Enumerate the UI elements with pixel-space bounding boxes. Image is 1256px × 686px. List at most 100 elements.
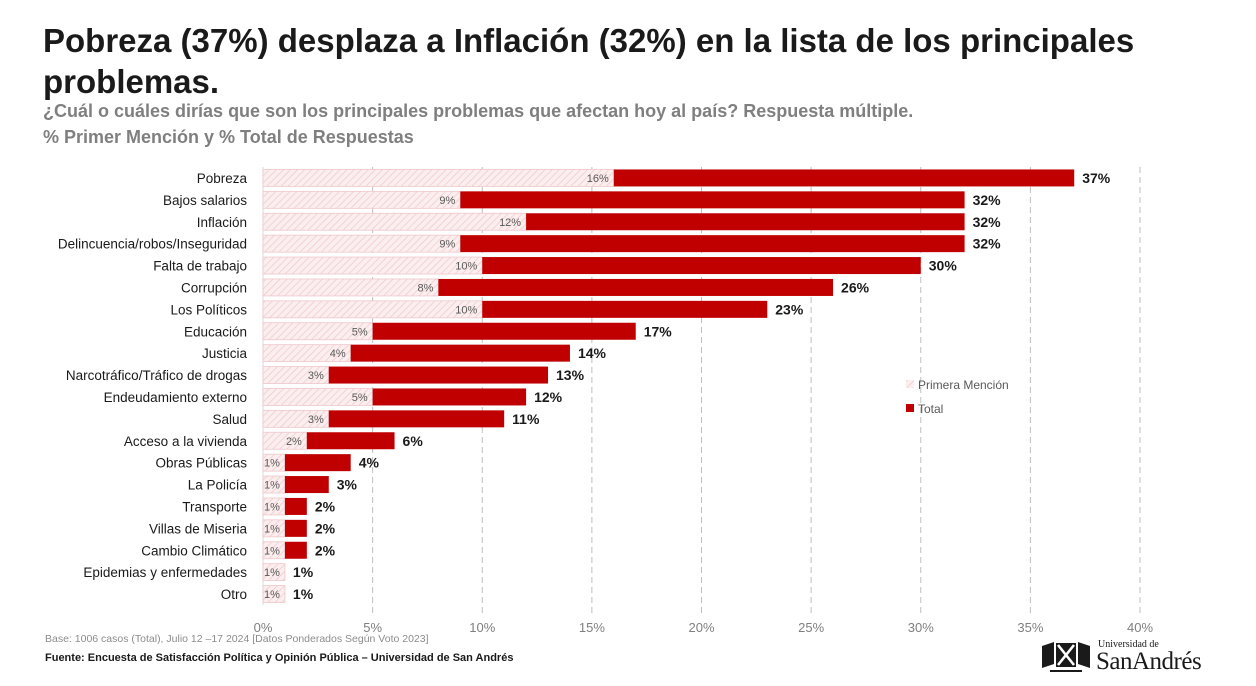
- primera-mencion-label: 3%: [308, 370, 324, 382]
- category-label: Corrupción: [181, 280, 247, 295]
- primera-mencion-label: 1%: [264, 523, 280, 535]
- bar-total: [372, 388, 527, 406]
- bar-primera-mencion: [262, 300, 483, 319]
- total-label: 17%: [644, 323, 673, 339]
- category-label: Transporte: [182, 499, 247, 514]
- category-label: Falta de trabajo: [153, 259, 247, 274]
- logo-top-text: Universidad de: [1098, 639, 1159, 650]
- x-tick-label: 20%: [688, 620, 714, 635]
- bar-total: [284, 519, 307, 537]
- bar-total: [284, 497, 307, 515]
- total-label: 3%: [337, 477, 358, 493]
- primera-mencion-label: 1%: [264, 567, 280, 579]
- total-label: 1%: [293, 586, 314, 602]
- total-label: 1%: [293, 564, 314, 580]
- category-label: Obras Públicas: [155, 456, 247, 471]
- category-label: Pobreza: [197, 171, 248, 186]
- x-tick-label: 0%: [254, 620, 273, 635]
- primera-mencion-label: 1%: [264, 501, 280, 513]
- category-label: Bajos salarios: [163, 193, 247, 208]
- x-tick-label: 10%: [469, 620, 495, 635]
- total-label: 13%: [556, 367, 585, 383]
- bar-total: [613, 169, 1075, 187]
- category-label: Inflación: [197, 215, 247, 230]
- bar-total: [306, 432, 395, 450]
- legend-label: Total: [918, 402, 943, 416]
- category-label: Justicia: [202, 346, 248, 361]
- total-label: 6%: [403, 433, 424, 449]
- primera-mencion-label: 1%: [264, 480, 280, 492]
- total-label: 37%: [1082, 170, 1111, 186]
- total-label: 12%: [534, 389, 563, 405]
- bar-primera-mencion: [262, 169, 615, 187]
- primera-mencion-label: 1%: [264, 545, 280, 557]
- category-label: Los Políticos: [170, 302, 247, 317]
- primera-mencion-label: 10%: [455, 304, 477, 316]
- logo-main-text: SanAndrés: [1096, 648, 1202, 675]
- legend-swatch: [906, 380, 914, 388]
- primera-mencion-label: 8%: [417, 282, 433, 294]
- primera-mencion-label: 9%: [439, 239, 455, 251]
- category-label: Epidemias y enfermedades: [83, 565, 247, 580]
- primera-mencion-label: 1%: [264, 589, 280, 601]
- university-logo: Universidad de SanAndrés: [1040, 636, 1230, 678]
- total-label: 2%: [315, 520, 336, 536]
- bar-primera-mencion: [262, 278, 439, 297]
- bar-total: [328, 410, 505, 428]
- crest-icon: [1042, 642, 1090, 672]
- bar-primera-mencion: [262, 585, 286, 603]
- bar-total: [284, 454, 351, 472]
- category-label: Endeudamiento externo: [104, 390, 247, 405]
- bar-total: [460, 191, 965, 209]
- total-label: 2%: [315, 498, 336, 514]
- labels: 0% 5% 10% 15% 20% 25% 30% 35% 40% Pobreza 16% 37% Ba…: [58, 170, 1154, 635]
- total-label: 14%: [578, 345, 607, 361]
- primera-mencion-label: 9%: [439, 195, 455, 207]
- category-label: Delincuencia/robos/Inseguridad: [58, 237, 247, 252]
- total-label: 4%: [359, 455, 380, 471]
- primera-mencion-label: 12%: [499, 217, 521, 229]
- total-label: 26%: [841, 279, 870, 295]
- measure-subtitle: % Primer Mención y % Total de Respuestas: [43, 127, 414, 147]
- bar-total: [284, 541, 307, 559]
- total-label: 32%: [973, 236, 1002, 252]
- primera-mencion-label: 3%: [308, 414, 324, 426]
- category-label: La Policía: [188, 478, 248, 493]
- bar-primera-mencion: [262, 212, 527, 231]
- bar-total: [284, 476, 329, 494]
- bar-primera-mencion: [262, 256, 483, 275]
- primera-mencion-label: 1%: [264, 458, 280, 470]
- bar-total: [482, 257, 921, 275]
- total-label: 32%: [973, 214, 1002, 230]
- category-label: Villas de Miseria: [149, 521, 248, 536]
- bar-primera-mencion: [262, 190, 461, 209]
- primera-mencion-label: 5%: [352, 392, 368, 404]
- primera-mencion-label: 16%: [587, 173, 609, 185]
- bar-total: [482, 300, 768, 318]
- total-label: 11%: [512, 411, 540, 427]
- x-tick-label: 15%: [579, 620, 605, 635]
- x-tick-label: 35%: [1017, 620, 1043, 635]
- bar-total: [460, 235, 965, 253]
- bar-primera-mencion: [262, 234, 461, 253]
- total-label: 2%: [315, 542, 336, 558]
- legend: Primera Mención Total: [906, 378, 1009, 416]
- x-tick-label: 30%: [908, 620, 934, 635]
- primera-mencion-label: 10%: [455, 261, 477, 273]
- legend-swatch: [906, 404, 914, 412]
- total-label: 23%: [775, 301, 804, 317]
- category-label: Acceso a la vivienda: [124, 434, 248, 449]
- total-label: 32%: [973, 192, 1002, 208]
- category-label: Cambio Climático: [141, 543, 247, 558]
- bar-total: [350, 344, 570, 362]
- legend-label: Primera Mención: [918, 378, 1009, 392]
- category-label: Salud: [212, 412, 247, 427]
- primera-mencion-label: 2%: [286, 436, 302, 448]
- page-title: Pobreza (37%) desplaza a Inflación (32%)…: [43, 22, 1135, 100]
- bar-total: [372, 322, 636, 340]
- category-label: Educación: [184, 324, 247, 339]
- x-tick-label: 5%: [363, 620, 382, 635]
- total-label: 30%: [929, 258, 958, 274]
- bar-primera-mencion: [262, 563, 286, 582]
